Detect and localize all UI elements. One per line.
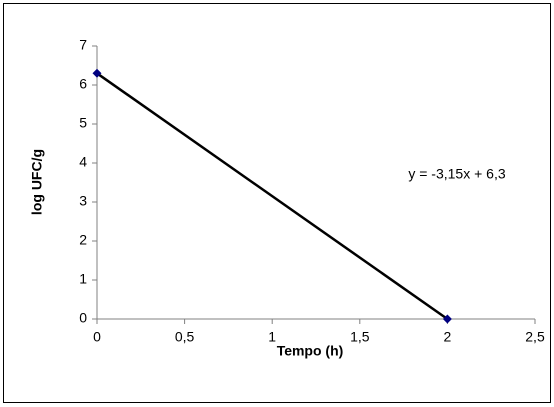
x-axis-label: Tempo (h) xyxy=(277,343,344,359)
y-tick-label: 2 xyxy=(79,232,87,248)
x-tick-label: 1,5 xyxy=(350,329,370,345)
x-tick-label: 2 xyxy=(444,329,452,345)
y-tick-label: 5 xyxy=(79,115,87,131)
y-tick-label: 3 xyxy=(79,193,87,209)
y-tick-label: 1 xyxy=(79,271,87,287)
y-tick-label: 0 xyxy=(79,310,87,326)
line xyxy=(96,72,449,321)
point xyxy=(442,314,452,324)
y-axis-label: log UFC/g xyxy=(29,149,45,215)
x-tick-label: 1 xyxy=(268,329,276,345)
y-tick-label: 7 xyxy=(79,37,87,53)
annotation: y = -3,15x + 6,3 xyxy=(408,166,505,182)
x-tick-label: 0,5 xyxy=(175,329,195,345)
x-tick-label: 0 xyxy=(93,329,101,345)
y-tick-label: 6 xyxy=(79,76,87,92)
point xyxy=(92,68,102,78)
x-tick-label: 2,5 xyxy=(525,329,545,345)
chart-border xyxy=(3,3,551,403)
y-tick-label: 4 xyxy=(79,154,87,170)
